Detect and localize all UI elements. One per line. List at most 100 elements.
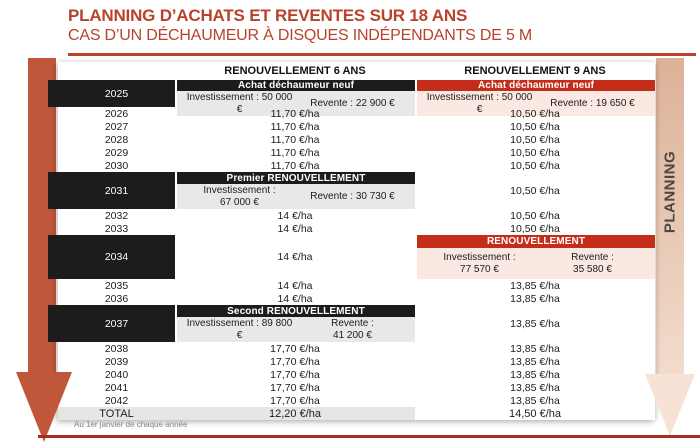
resale-value: Revente :41 200 € <box>331 318 374 341</box>
year-cell: 2030 <box>104 159 129 172</box>
cost-per-ha-value: 10,50 €/ha <box>510 133 560 146</box>
year-cell: 2041 <box>104 381 129 394</box>
cost-per-ha-value: 14 €/ha <box>277 209 313 222</box>
resale-value: Revente : 30 730 € <box>310 190 395 202</box>
table-header-row: RENOUVELLEMENT 6 ANS RENOUVELLEMENT 9 AN… <box>58 62 655 80</box>
cost-per-ha-value: 10,50 €/ha <box>510 209 560 222</box>
table-row: 2025 Achat déchaumeur neuf Investissement … <box>48 80 655 116</box>
footnote: Au 1er janvier de chaque année <box>74 420 188 429</box>
year-cell: 2029 <box>104 146 129 159</box>
investment-value: Investissement : 89 800 € <box>186 318 293 341</box>
table-row: TOTAL 12,20 €/ha 14,50 €/ha <box>58 407 655 420</box>
cost-per-ha-value: 11,70 €/ha <box>270 133 320 146</box>
event-details: Investissement :77 570 € Revente :35 580 … <box>417 248 655 279</box>
investment-value: Investissement : 50 000 € <box>186 92 293 115</box>
table-row: 2041 17,70 €/ha 13,85 €/ha <box>58 381 655 394</box>
side-label-planning: PLANNING <box>661 150 679 234</box>
cost-per-ha-value: 11,70 €/ha <box>270 159 320 172</box>
resale-value: Revente : 19 650 € <box>550 97 635 109</box>
year-cell: 2027 <box>104 120 129 133</box>
year-cell: 2033 <box>104 222 129 235</box>
table-row: 2039 17,70 €/ha 13,85 €/ha <box>58 355 655 368</box>
cost-per-ha-value: 17,70 €/ha <box>270 381 320 394</box>
event-details: Investissement : 89 800 € Revente :41 200… <box>177 317 415 342</box>
table-row: 2034 14 €/ha RENOUVELLEMENT Investissement … <box>48 235 655 279</box>
event-details: Investissement : 50 000 € Revente : 22 90… <box>177 91 415 116</box>
investment-value: Investissement :67 000 € <box>203 185 276 208</box>
cost-per-ha-value: 10,50 €/ha <box>510 146 560 159</box>
column-header-6-ans: RENOUVELLEMENT 6 ANS <box>224 65 366 77</box>
event-details: Investissement :67 000 € Revente : 30 730… <box>177 184 415 209</box>
cost-per-ha-value: 13,85 €/ha <box>510 355 560 368</box>
cost-per-ha-value: 13,85 €/ha <box>510 368 560 381</box>
table-row: 2030 11,70 €/ha 10,50 €/ha <box>58 159 655 172</box>
year-cell: 2036 <box>104 292 129 305</box>
table-row: 2036 14 €/ha 13,85 €/ha <box>58 292 655 305</box>
timeline-down-arrowhead-right-icon <box>645 374 695 436</box>
timeline-down-arrow-right-icon <box>656 58 684 376</box>
cost-per-ha-value: 17,70 €/ha <box>270 368 320 381</box>
cost-per-ha-value: 13,85 €/ha <box>510 317 560 330</box>
event-details: Investissement : 50 000 € Revente : 19 65… <box>417 91 655 116</box>
planning-table-body: 2025 Achat déchaumeur neuf Investissement … <box>48 80 655 420</box>
table-row: 2032 14 €/ha 10,50 €/ha <box>58 209 655 222</box>
year-cell: 2032 <box>104 209 129 222</box>
cost-per-ha-value: 11,70 €/ha <box>270 120 320 133</box>
year-cell: 2034 <box>48 235 175 279</box>
resale-value: Revente :35 580 € <box>571 252 614 275</box>
event-header-bar: RENOUVELLEMENT <box>417 235 655 248</box>
event-header-bar: Achat déchaumeur neuf <box>417 80 655 91</box>
table-row: 2035 14 €/ha 13,85 €/ha <box>58 279 655 292</box>
year-cell: 2039 <box>104 355 129 368</box>
year-cell: 2028 <box>104 133 129 146</box>
cost-per-ha-value: 10,50 €/ha <box>510 159 560 172</box>
cost-per-ha-value: 13,85 €/ha <box>510 394 560 407</box>
cost-per-ha-value: 13,85 €/ha <box>510 292 560 305</box>
event-header-bar: Second RENOUVELLEMENT <box>177 305 415 317</box>
cost-per-ha-value: 17,70 €/ha <box>270 342 320 355</box>
title-divider <box>68 53 696 56</box>
table-row: 2027 11,70 €/ha 10,50 €/ha <box>58 120 655 133</box>
cost-per-ha-value: 10,50 €/ha <box>510 222 560 235</box>
table-row: 2029 11,70 €/ha 10,50 €/ha <box>58 146 655 159</box>
total-label-cell: TOTAL <box>58 407 175 420</box>
year-cell: 2035 <box>104 279 129 292</box>
year-column-header <box>58 62 175 80</box>
cost-per-ha-value: 10,50 €/ha <box>510 107 560 120</box>
cost-per-ha-value: 10,50 €/ha <box>510 120 560 133</box>
table-row: 2040 17,70 €/ha 13,85 €/ha <box>58 368 655 381</box>
planning-table: RENOUVELLEMENT 6 ANS RENOUVELLEMENT 9 AN… <box>48 62 655 420</box>
event-header-bar: Premier RENOUVELLEMENT <box>177 172 415 184</box>
year-cell: 2025 <box>48 80 175 107</box>
investment-value: Investissement : 50 000 € <box>426 92 533 115</box>
cost-per-ha-value: 17,70 €/ha <box>270 355 320 368</box>
cost-per-ha-value: 13,85 €/ha <box>510 279 560 292</box>
table-row: 2028 11,70 €/ha 10,50 €/ha <box>58 133 655 146</box>
table-row: 2038 17,70 €/ha 13,85 €/ha <box>58 342 655 355</box>
cost-per-ha-value: 14 €/ha <box>277 222 313 235</box>
year-cell: 2042 <box>104 394 129 407</box>
cost-per-ha-value: 13,85 €/ha <box>510 381 560 394</box>
cost-per-ha-value: 11,70 €/ha <box>270 146 320 159</box>
event-header-bar: Achat déchaumeur neuf <box>177 80 415 91</box>
year-cell: 2037 <box>48 305 175 342</box>
cost-per-ha-value: 10,50 €/ha <box>510 184 560 197</box>
column-header-9-ans: RENOUVELLEMENT 9 ANS <box>464 65 606 77</box>
table-row: 2026 11,70 €/ha 10,50 €/ha <box>58 107 655 120</box>
table-row: 2042 17,70 €/ha 13,85 €/ha <box>58 394 655 407</box>
cost-per-ha-value: 14 €/ha <box>277 292 313 305</box>
cost-per-ha-value: 12,20 €/ha <box>175 407 415 420</box>
cost-per-ha-value: 14 €/ha <box>277 251 313 263</box>
year-cell: 2038 <box>104 342 129 355</box>
cost-per-ha-value: 14 €/ha <box>277 279 313 292</box>
investment-value: Investissement :77 570 € <box>443 252 516 275</box>
cost-per-ha-value: 11,70 €/ha <box>270 107 320 120</box>
bottom-divider <box>38 435 700 438</box>
cost-per-ha-value: 13,85 €/ha <box>510 342 560 355</box>
table-row: 2031 Premier RENOUVELLEMENT Investissement… <box>48 172 655 209</box>
resale-value: Revente : 22 900 € <box>310 97 395 109</box>
year-cell: 2026 <box>104 107 129 120</box>
year-cell: 2040 <box>104 368 129 381</box>
page-title: PLANNING D’ACHATS ET REVENTES SUR 18 ANS… <box>68 6 532 46</box>
